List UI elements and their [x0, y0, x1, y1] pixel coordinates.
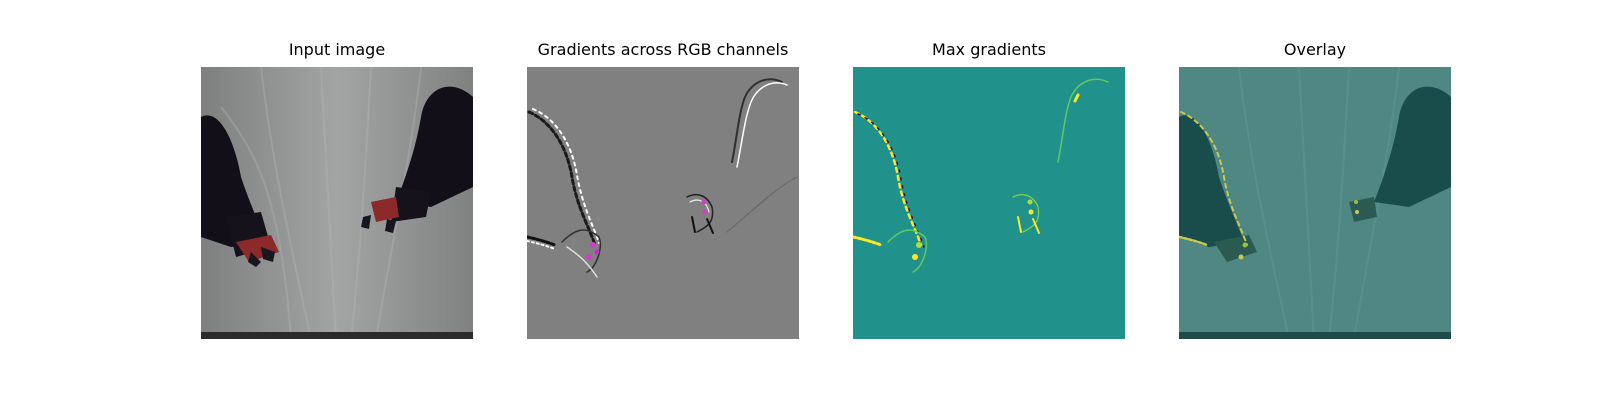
panel-title: Gradients across RGB channels: [537, 40, 789, 59]
panel-title: Overlay: [1283, 40, 1347, 59]
overlay-image: [1179, 67, 1451, 339]
max-gradients-image: [853, 67, 1125, 339]
panel-title: Max gradients: [932, 40, 1046, 59]
rgb-gradients-image: [527, 67, 799, 339]
panel-title: Input image: [288, 40, 386, 59]
input-image: [201, 67, 473, 339]
